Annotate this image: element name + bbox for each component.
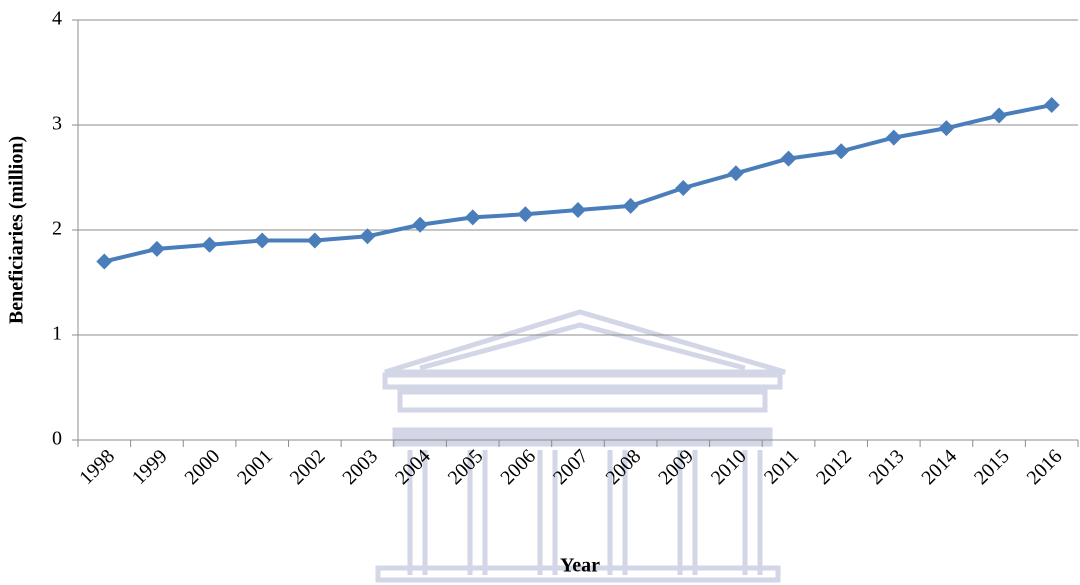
x-tick-label: 2005 — [444, 445, 488, 489]
x-tick-label: 2006 — [496, 445, 540, 489]
data-point — [780, 150, 797, 167]
x-tick-label: 1998 — [75, 445, 119, 489]
data-point — [885, 129, 902, 146]
y-tick-label: 4 — [52, 8, 62, 30]
data-point — [464, 209, 481, 226]
data-point — [833, 143, 850, 160]
x-tick-label: 2016 — [1023, 445, 1067, 489]
y-tick-label: 2 — [52, 218, 62, 240]
x-tick-label: 2004 — [391, 445, 435, 489]
y-tick-label: 3 — [52, 113, 62, 135]
data-point — [359, 228, 376, 245]
data-point — [675, 180, 692, 196]
x-tick-label: 2000 — [181, 445, 225, 489]
data-point — [201, 236, 218, 253]
data-point — [254, 232, 271, 249]
watermark — [375, 309, 786, 583]
data-point — [306, 232, 323, 249]
x-tick-label: 2014 — [917, 445, 961, 489]
data-point — [1043, 97, 1060, 114]
data-point — [517, 206, 534, 223]
data-point — [570, 202, 586, 219]
x-tick-label: 2002 — [286, 445, 330, 489]
x-tick-label: 2009 — [654, 445, 698, 489]
data-point — [938, 120, 955, 137]
x-tick-label: 2001 — [233, 445, 277, 489]
series-line — [103, 103, 1053, 264]
x-tick-label: 2011 — [760, 445, 803, 488]
data-point — [727, 165, 744, 182]
data-point — [412, 216, 429, 233]
data-point — [148, 240, 165, 257]
x-tick-label: 2003 — [338, 445, 382, 489]
x-tick-label: 2012 — [812, 445, 856, 489]
x-tick-label: 1999 — [128, 445, 172, 489]
data-point — [96, 253, 113, 270]
data-point — [991, 107, 1008, 124]
x-tick-label: 2015 — [970, 445, 1014, 489]
x-axis-title: Year — [560, 555, 600, 577]
y-tick-label: 1 — [52, 323, 62, 345]
y-tick-label: 0 — [52, 428, 62, 450]
x-tick-label: 2013 — [865, 445, 909, 489]
data-point — [622, 197, 639, 214]
y-axis-title: Beneficiaries (million) — [6, 136, 28, 324]
